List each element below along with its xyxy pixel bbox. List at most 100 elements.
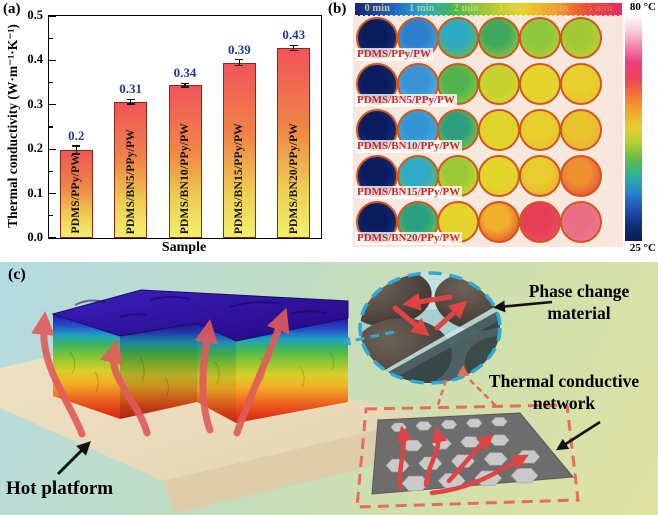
inset-source-connector bbox=[341, 330, 395, 346]
network-arrow bbox=[429, 454, 529, 496]
zoom-connector bbox=[435, 379, 448, 409]
y-tick-mark bbox=[49, 104, 56, 106]
thermal-circle bbox=[518, 201, 561, 243]
pcm-arrow bbox=[392, 305, 430, 337]
time-label: 0 min bbox=[364, 3, 390, 14]
y-tick-mark bbox=[49, 59, 56, 62]
block-top-texture bbox=[74, 295, 327, 318]
hexagon-filler bbox=[465, 418, 483, 428]
network-arrow bbox=[396, 425, 413, 491]
thermal-circle bbox=[518, 17, 561, 59]
error-bar-cap bbox=[72, 145, 81, 147]
panel-a-bar-chart: (a) Thermal conductivity (W·m⁻¹·K⁻¹) 0.0… bbox=[0, 0, 325, 262]
network-label-line1: Thermal conductive bbox=[488, 371, 640, 391]
thermal-circle bbox=[559, 17, 602, 59]
network-label-line2: network bbox=[532, 393, 596, 414]
sample-row-label: PDMS/BN10/PPy/PW bbox=[355, 140, 463, 153]
y-tick-label: 0.4 bbox=[27, 52, 43, 67]
bar-value-label: 0.43 bbox=[282, 27, 306, 43]
thermal-circle bbox=[478, 155, 521, 197]
time-label: 1 min bbox=[409, 3, 435, 14]
error-bar-cap bbox=[289, 44, 298, 46]
y-tick-label: 0.3 bbox=[27, 96, 43, 111]
thermal-circle bbox=[559, 155, 602, 197]
y-minor-tick bbox=[49, 82, 53, 84]
heat-arrow bbox=[31, 310, 86, 438]
thermal-circle bbox=[559, 109, 602, 151]
hexagon-filler bbox=[489, 434, 510, 446]
thermal-circle bbox=[518, 63, 561, 105]
y-tick-mark bbox=[49, 15, 56, 17]
zoom-connector bbox=[469, 379, 497, 407]
heat-arrow bbox=[99, 339, 151, 437]
time-label: 2 min bbox=[453, 3, 479, 14]
network-frame bbox=[355, 403, 580, 509]
thermal-circle bbox=[478, 63, 521, 105]
y-tick-label: 0.2 bbox=[27, 141, 43, 156]
pcm-arrow bbox=[402, 292, 453, 311]
thermal-circle bbox=[518, 155, 561, 197]
time-label: 5 min bbox=[587, 3, 613, 14]
bar-category-label: PDMS/BN20/PPy/PW bbox=[287, 122, 300, 234]
pcm-inset-outline bbox=[358, 271, 502, 385]
error-bar-cap bbox=[126, 103, 135, 105]
pcm-label-line2: material bbox=[547, 303, 611, 324]
colorbar-max-label: 80 °C bbox=[629, 1, 656, 13]
y-minor-tick bbox=[49, 170, 53, 172]
error-bar-line bbox=[129, 99, 132, 104]
hexagon-filler bbox=[483, 452, 508, 466]
bar-value-label: 0.2 bbox=[68, 128, 85, 144]
hexagon-filler bbox=[390, 422, 407, 432]
zoom-arrowhead bbox=[457, 365, 469, 376]
bar: PDMS/PPy/PW bbox=[59, 150, 93, 238]
network-arrow bbox=[446, 434, 494, 484]
error-bar-cap bbox=[289, 49, 298, 52]
bar-category-label: PDMS/BN5/PPy/PW bbox=[124, 128, 137, 234]
schematic-drawing bbox=[0, 271, 601, 514]
pcm-label-arrow bbox=[493, 300, 553, 313]
network-label: Thermal conductive network bbox=[468, 370, 658, 415]
network-arrow bbox=[423, 426, 448, 488]
composite-block bbox=[51, 289, 349, 423]
error-bar-cap bbox=[235, 58, 244, 61]
y-minor-tick bbox=[49, 215, 53, 217]
network-label-arrow bbox=[555, 420, 601, 451]
pcm-label: Phase change material bbox=[503, 280, 655, 325]
hexagon-filler bbox=[440, 419, 458, 430]
x-axis-title: Sample bbox=[161, 240, 207, 255]
bar: PDMS/BN10/PPy/PW bbox=[168, 85, 202, 238]
time-label: 4 min bbox=[542, 3, 568, 14]
hexagon-filler bbox=[401, 475, 430, 491]
hot-platform-label: Hot platform bbox=[6, 478, 114, 499]
panel-c-tag: (c) bbox=[8, 266, 26, 283]
heat-arrow bbox=[233, 307, 290, 437]
heat-arrow bbox=[194, 319, 218, 434]
y-tick-label: 0.5 bbox=[27, 8, 43, 22]
hexagon-filler bbox=[491, 417, 508, 427]
panel-a-tag: (a) bbox=[3, 1, 21, 17]
bar-value-label: 0.39 bbox=[228, 41, 251, 57]
error-bar-cap bbox=[181, 86, 189, 88]
thermal-circle bbox=[518, 109, 561, 151]
panel-c-schematic: (c) Hot platform Phase change material T… bbox=[0, 262, 658, 515]
thermal-circle bbox=[478, 17, 521, 59]
network-arrows bbox=[396, 425, 529, 496]
bar-category-label: PDMS/PPy/PW bbox=[70, 154, 83, 234]
hexagon-filler bbox=[415, 421, 433, 431]
y-tick-mark bbox=[49, 148, 56, 150]
panel-b-tag: (b) bbox=[328, 1, 347, 17]
panel-b-thermal-grid: (b) 0 min 1 min 2 min 3 min 4 min 5 min PDMS/… bbox=[325, 0, 658, 262]
error-bar-line bbox=[293, 45, 295, 51]
y-tick-mark bbox=[49, 237, 56, 239]
thermal-circle bbox=[478, 201, 521, 243]
temperature-colorbar bbox=[625, 14, 642, 241]
y-minor-tick bbox=[49, 126, 53, 128]
pcm-arrow bbox=[434, 300, 468, 331]
sample-row-label: PDMS/BN5/PPy/PW bbox=[355, 94, 457, 107]
y-tick-label: 0.1 bbox=[27, 185, 43, 200]
bar-value-label: 0.34 bbox=[173, 65, 197, 81]
error-bar-cap bbox=[72, 153, 81, 155]
y-tick-label: 0.0 bbox=[27, 230, 43, 244]
time-label: 3 min bbox=[498, 3, 524, 14]
